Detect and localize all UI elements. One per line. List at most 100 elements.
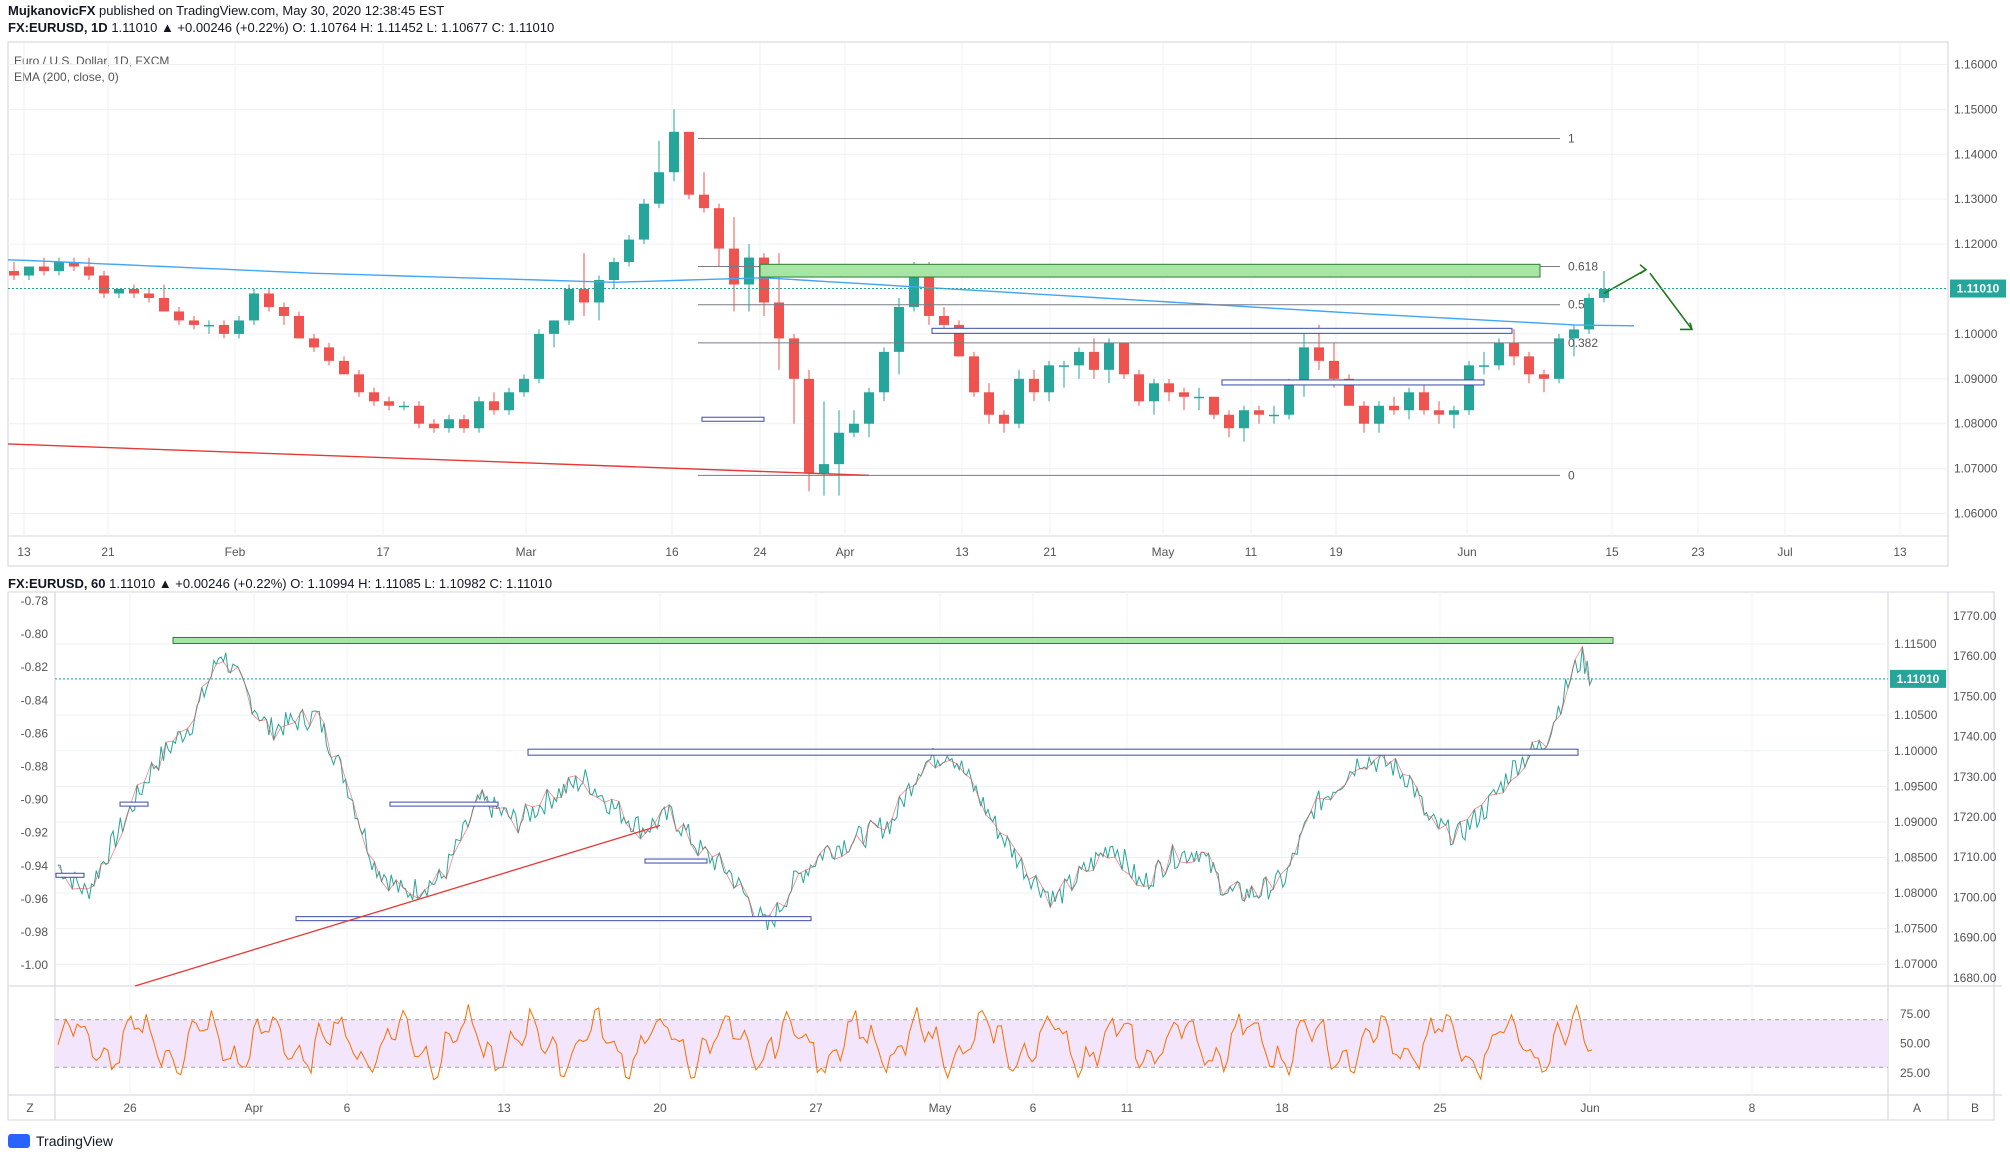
hourly-date-tick: 20 — [653, 1101, 667, 1115]
candle-body — [1119, 342, 1129, 375]
index-tick: 1720.00 — [1953, 810, 1997, 824]
candle-body — [789, 338, 799, 379]
rsi-tick: 75.00 — [1900, 1007, 1930, 1021]
index-tick: 1760.00 — [1953, 649, 1997, 663]
hourly-small-box-2 — [55, 872, 85, 878]
candle-body — [309, 338, 319, 348]
hourly-date-tick: 13 — [497, 1101, 511, 1115]
hourly-price-tick: 1.10000 — [1894, 744, 1938, 758]
candle-body — [1269, 414, 1279, 417]
candle-body — [1524, 356, 1534, 375]
red-trendline — [7, 443, 870, 477]
hourly-date-tick: Apr — [245, 1101, 264, 1115]
hourly-last-price-value: 1.11010 — [1897, 672, 1940, 686]
candle-body — [1134, 374, 1144, 402]
author-name[interactable]: MujkanovicFX — [8, 3, 96, 18]
candle-body — [864, 392, 874, 424]
fib-level-label: 0.5 — [1568, 298, 1585, 312]
candle-body — [144, 293, 154, 298]
daily-date-tick: 19 — [1329, 545, 1343, 559]
arrow-up-head — [1639, 264, 1648, 275]
candle-body — [264, 293, 274, 307]
publish-header: MujkanovicFX published on TradingView.co… — [8, 3, 444, 18]
candle-body — [114, 289, 124, 294]
tradingview-logo[interactable]: TradingView — [8, 1133, 113, 1149]
daily-date-tick: 17 — [376, 545, 390, 559]
rsi-band — [55, 1019, 1888, 1068]
left-axis-tick: -0.84 — [21, 693, 49, 707]
candle-body — [9, 271, 19, 276]
candle-body — [894, 306, 904, 352]
hourly-mid-box — [389, 801, 499, 807]
candle-body — [1029, 378, 1039, 393]
candle-body — [669, 131, 679, 173]
daily-price-tick: 1.14000 — [1954, 147, 1998, 161]
daily-date-tick: 24 — [753, 545, 767, 559]
candle-body — [1569, 329, 1579, 339]
hourly-resistance-zone — [172, 636, 1614, 644]
hourly-small-box — [119, 801, 149, 807]
candle-body — [1044, 365, 1054, 393]
hourly-date-tick: 25 — [1433, 1101, 1447, 1115]
hourly-red-trendline — [134, 824, 661, 987]
ema-legend[interactable]: EMA (200, close, 0) — [14, 70, 119, 84]
candle-body — [1074, 351, 1084, 366]
hourly-date-tick: Jun — [1580, 1101, 1599, 1115]
fib-level-label: 0.618 — [1568, 260, 1598, 274]
candle-body — [1179, 392, 1189, 397]
daily-date-tick: 15 — [1605, 545, 1619, 559]
fib-level-label: 1 — [1568, 132, 1575, 146]
candle-body — [579, 289, 589, 303]
hourly-price-tick: 1.09000 — [1894, 815, 1938, 829]
candle-body — [1149, 383, 1159, 402]
candle-body — [1284, 383, 1294, 415]
candle-body — [1554, 338, 1564, 379]
candle-body — [1344, 378, 1354, 406]
candle-body — [459, 419, 469, 429]
candle-body — [609, 262, 619, 281]
candle-body — [924, 266, 934, 316]
candle-body — [1539, 374, 1549, 379]
candle-body — [1449, 410, 1459, 415]
candle-body — [1299, 347, 1309, 384]
support-box-lower — [1221, 379, 1485, 386]
daily-date-tick: 23 — [1691, 545, 1705, 559]
candle-body — [294, 315, 304, 339]
arrow-up — [1603, 268, 1647, 295]
daily-price-tick: 1.09000 — [1954, 372, 1998, 386]
candle-body — [249, 293, 259, 321]
hourly-date-tick: 27 — [809, 1101, 823, 1115]
candle-body — [549, 320, 559, 334]
candle-body — [684, 131, 694, 195]
daily-date-tick: 16 — [665, 545, 679, 559]
candle-body — [744, 257, 754, 285]
hourly-symbol-label[interactable]: FX:EURUSD, 60 — [8, 576, 106, 591]
index-tick: 1710.00 — [1953, 850, 1997, 864]
arrow-down — [1649, 272, 1693, 330]
candle-body — [834, 432, 844, 465]
candle-body — [1374, 405, 1384, 424]
hourly-date-tick: 6 — [344, 1101, 351, 1115]
candle-body — [1059, 365, 1069, 367]
candle-body — [1509, 342, 1519, 357]
candle-body — [849, 423, 859, 433]
candle-body — [1464, 365, 1474, 411]
symbol-label[interactable]: FX:EURUSD, 1D — [8, 20, 108, 35]
candle-body — [39, 266, 49, 272]
daily-date-tick: 13 — [955, 545, 969, 559]
candle-body — [1419, 392, 1429, 411]
hourly-price-tick: 1.11500 — [1894, 637, 1937, 651]
candle-body — [339, 360, 349, 375]
left-axis-tick: -0.94 — [21, 859, 49, 873]
candle-body — [1404, 392, 1414, 411]
daily-date-tick: 13 — [1893, 545, 1907, 559]
daily-date-tick: Jun — [1457, 545, 1476, 559]
hourly-price-line — [57, 646, 1593, 930]
candle-body — [1434, 410, 1444, 415]
daily-price-tick: 1.12000 — [1954, 237, 1998, 251]
daily-date-tick: Jul — [1777, 545, 1792, 559]
small-box — [701, 416, 765, 422]
index-tick: 1750.00 — [1953, 689, 1997, 703]
candle-body — [1314, 347, 1324, 361]
